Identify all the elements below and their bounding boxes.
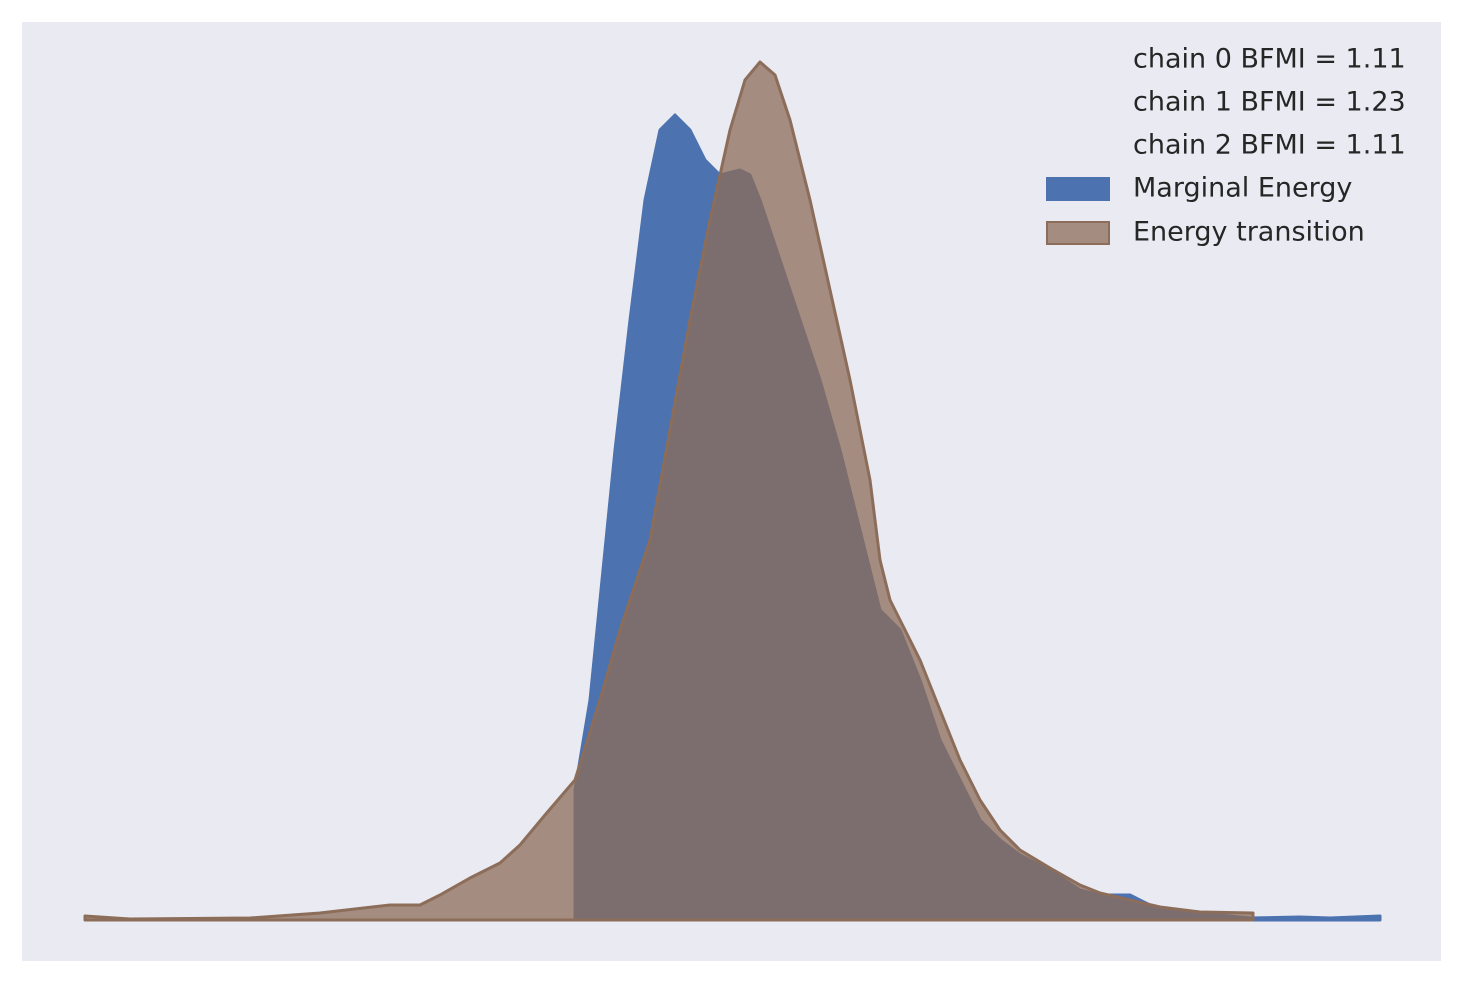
legend-label: Marginal Energy	[1133, 173, 1352, 204]
legend-swatch	[1046, 177, 1110, 201]
legend-swatch	[1046, 221, 1110, 245]
legend-text: chain 0 BFMI = 1.11	[1133, 44, 1406, 75]
density-area	[83, 60, 1255, 922]
legend-label: Energy transition	[1133, 217, 1365, 248]
legend-text: chain 2 BFMI = 1.11	[1133, 130, 1406, 161]
legend-text: chain 1 BFMI = 1.23	[1133, 87, 1406, 118]
